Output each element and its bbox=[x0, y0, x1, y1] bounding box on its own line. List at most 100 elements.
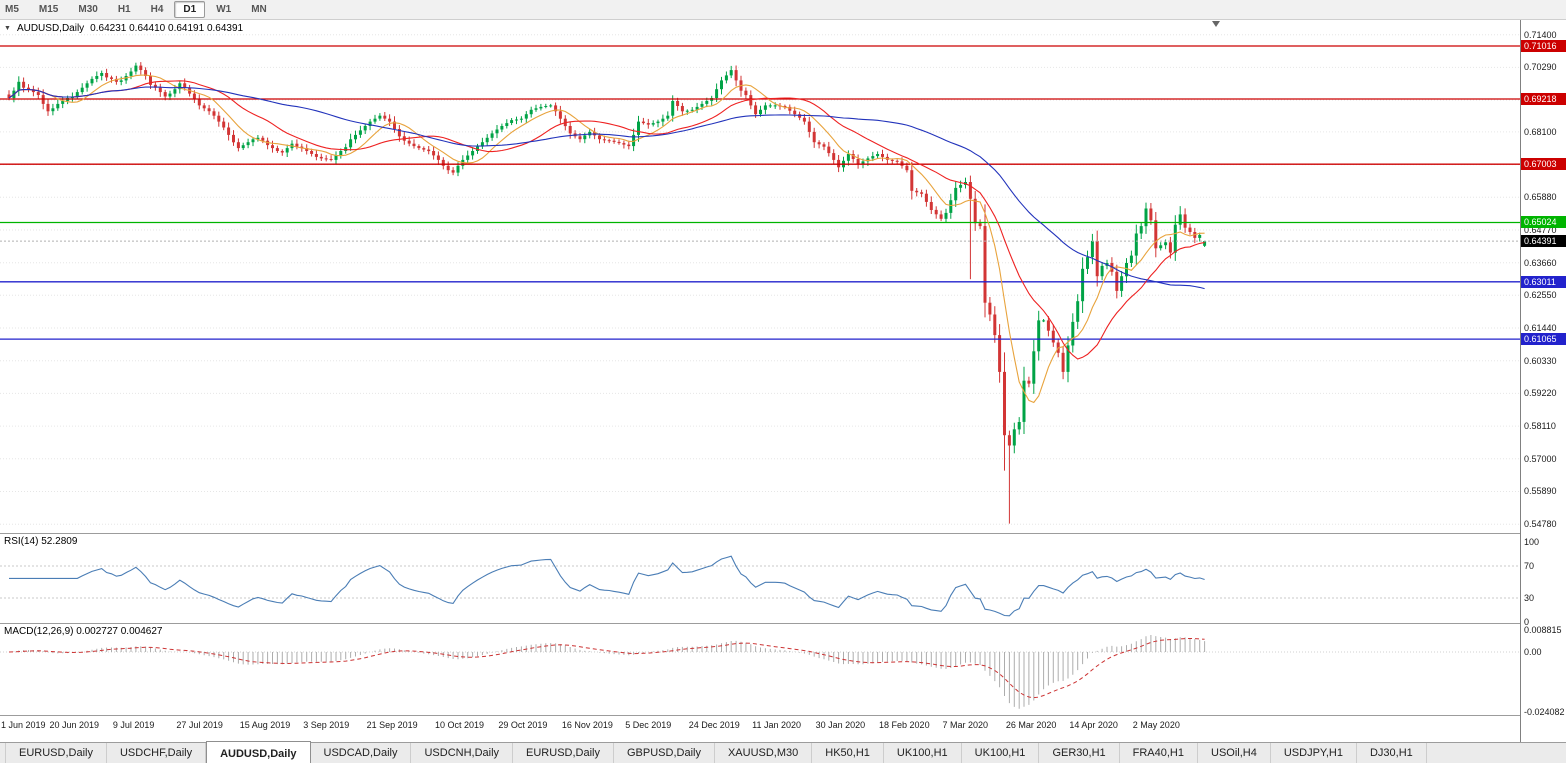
current-price-label: 0.64391 bbox=[1521, 235, 1566, 248]
chart-tab-uk100-h1[interactable]: UK100,H1 bbox=[884, 743, 962, 763]
price-level-label: 0.69218 bbox=[1521, 92, 1566, 105]
x-axis-label: 9 Jul 2019 bbox=[112, 720, 155, 730]
rsi-indicator-pane[interactable]: RSI(14) 52.2809 bbox=[0, 534, 1520, 623]
macd-histogram bbox=[13, 635, 1206, 709]
moving-average-20 bbox=[8, 80, 1205, 360]
y-axis-label: 0.70290 bbox=[1524, 62, 1557, 73]
y-axis-label: 0.63660 bbox=[1524, 257, 1557, 268]
chart-tab-audusd-daily[interactable]: AUDUSD,Daily bbox=[206, 741, 311, 763]
x-axis-label: 5 Dec 2019 bbox=[625, 720, 672, 730]
chart-tab-eurusd-daily[interactable]: EURUSD,Daily bbox=[513, 743, 614, 763]
rsi-line bbox=[9, 555, 1205, 617]
macd-canvas[interactable] bbox=[0, 624, 1520, 715]
timeframe-button-mn[interactable]: MN bbox=[251, 4, 267, 15]
rsi-axis-label: 70 bbox=[1524, 561, 1535, 571]
chart-ohlc-values: 0.64231 0.64410 0.64191 0.64391 bbox=[90, 23, 244, 34]
chart-tab-dj30-h1[interactable]: DJ30,H1 bbox=[1357, 743, 1427, 763]
chart-tab-usdjpy-h1[interactable]: USDJPY,H1 bbox=[1271, 743, 1357, 763]
macd-signal-line bbox=[8, 637, 1205, 699]
y-axis-label: 0.65880 bbox=[1524, 192, 1557, 203]
x-axis-label: 16 Nov 2019 bbox=[561, 720, 613, 730]
rsi-axis-label: 0 bbox=[1524, 617, 1530, 627]
rsi-axis-label: 30 bbox=[1524, 593, 1535, 603]
price-chart-pane[interactable]: ▼ AUDUSD,Daily 0.64231 0.64410 0.64191 0… bbox=[0, 20, 1520, 533]
chart-shift-marker[interactable] bbox=[1212, 21, 1220, 27]
pane-separator[interactable] bbox=[0, 533, 1566, 534]
x-axis-label: 21 Sep 2019 bbox=[366, 720, 418, 730]
main-chart-canvas[interactable] bbox=[0, 20, 1520, 533]
x-axis-label: 1 Jun 2019 bbox=[1, 720, 46, 730]
chart-tab-usoil-h4[interactable]: USOil,H4 bbox=[1198, 743, 1271, 763]
axis-separator bbox=[0, 715, 1566, 716]
macd-axis-label: 0.008815 bbox=[1524, 625, 1562, 635]
candlestick-series bbox=[7, 62, 1207, 524]
x-axis-label: 24 Dec 2019 bbox=[688, 720, 740, 730]
x-axis-label: 3 Sep 2019 bbox=[303, 720, 350, 730]
pane-separator[interactable] bbox=[0, 623, 1566, 624]
y-axis-label: 0.55890 bbox=[1524, 486, 1557, 497]
y-axis-label: 0.58110 bbox=[1524, 421, 1556, 432]
price-level-label: 0.61065 bbox=[1521, 333, 1566, 346]
x-axis-label: 27 Jul 2019 bbox=[176, 720, 223, 730]
timeframe-button-m30[interactable]: M30 bbox=[78, 4, 98, 15]
price-level-label: 0.63011 bbox=[1521, 275, 1566, 288]
chart-tab-eurusd-daily[interactable]: EURUSD,Daily bbox=[5, 743, 107, 763]
y-axis-label: 0.68100 bbox=[1524, 126, 1557, 137]
timeframe-button-d1[interactable]: D1 bbox=[174, 1, 206, 18]
macd-indicator-pane[interactable]: MACD(12,26,9) 0.002727 0.004627 bbox=[0, 624, 1520, 715]
chart-tab-usdcnh-daily[interactable]: USDCNH,Daily bbox=[411, 743, 514, 763]
chart-symbol-period: AUDUSD,Daily bbox=[16, 23, 85, 34]
price-level-label: 0.67003 bbox=[1521, 158, 1566, 171]
timeframe-button-h1[interactable]: H1 bbox=[117, 4, 131, 15]
rsi-label: RSI(14) 52.2809 bbox=[4, 536, 78, 547]
x-axis-label: 18 Feb 2020 bbox=[879, 720, 930, 730]
y-axis-label: 0.59220 bbox=[1524, 388, 1557, 399]
chart-tab-uk100-h1[interactable]: UK100,H1 bbox=[962, 743, 1040, 763]
x-axis-label: 29 Oct 2019 bbox=[498, 720, 548, 730]
chart-tabs-bar: EURUSD,Daily USDCHF,Daily AUDUSD,Daily USDC… bbox=[0, 741, 1566, 763]
timeframe-button-m15[interactable]: M15 bbox=[38, 4, 59, 15]
chart-tab-xauusd-m30[interactable]: XAUUSD,M30 bbox=[715, 743, 813, 763]
x-axis-label: 11 Jan 2020 bbox=[752, 720, 802, 730]
chart-title: ▼ AUDUSD,Daily 0.64231 0.64410 0.64191 0… bbox=[4, 23, 243, 34]
price-axis: 0.71400 0.70290 0.68100 0.65880 0.64770 0.636… bbox=[1520, 20, 1566, 742]
moving-average-8 bbox=[8, 74, 1205, 404]
x-axis-label: 7 Mar 2020 bbox=[942, 720, 988, 730]
timeframe-button-m5[interactable]: M5 bbox=[5, 4, 19, 15]
chart-tab-hk50-h1[interactable]: HK50,H1 bbox=[812, 743, 884, 763]
chart-tab-fra40-h1[interactable]: FRA40,H1 bbox=[1120, 743, 1198, 763]
timeframe-button-w1[interactable]: W1 bbox=[216, 4, 232, 15]
y-axis-label: 0.61440 bbox=[1524, 323, 1557, 334]
x-axis-label: 2 May 2020 bbox=[1132, 720, 1180, 730]
moving-average-50 bbox=[8, 86, 1205, 290]
chart-collapse-icon[interactable]: ▼ bbox=[4, 25, 11, 32]
chart-tab-usdchf-daily[interactable]: USDCHF,Daily bbox=[107, 743, 207, 763]
y-axis-label: 0.71400 bbox=[1524, 29, 1557, 40]
x-axis-label: 15 Aug 2019 bbox=[239, 720, 291, 730]
macd-label: MACD(12,26,9) 0.002727 0.004627 bbox=[4, 626, 163, 637]
macd-axis-label: 0.00 bbox=[1524, 646, 1542, 657]
y-axis-label: 0.60330 bbox=[1524, 355, 1557, 366]
price-level-label: 0.71016 bbox=[1521, 40, 1566, 53]
x-axis-label: 30 Jan 2020 bbox=[815, 720, 866, 730]
x-axis-label: 26 Mar 2020 bbox=[1005, 720, 1057, 730]
x-axis-label: 20 Jun 2019 bbox=[49, 720, 99, 730]
y-axis-label: 0.57000 bbox=[1524, 453, 1557, 464]
x-axis-label: 10 Oct 2019 bbox=[434, 720, 484, 730]
chart-tab-ger30-h1[interactable]: GER30,H1 bbox=[1039, 743, 1120, 763]
y-axis-label: 0.54780 bbox=[1524, 519, 1557, 530]
rsi-axis-label: 100 bbox=[1524, 537, 1540, 547]
macd-axis-label: -0.024082 bbox=[1524, 707, 1565, 717]
timeframe-button-h4[interactable]: H4 bbox=[150, 4, 164, 15]
rsi-canvas[interactable] bbox=[0, 534, 1520, 623]
chart-region: ▼ AUDUSD,Daily 0.64231 0.64410 0.64191 0… bbox=[0, 20, 1566, 742]
y-axis-label: 0.64770 bbox=[1524, 224, 1557, 235]
x-axis-label: 14 Apr 2020 bbox=[1069, 720, 1118, 730]
timeframe-toolbar: M5 M15 M30 H1 H4 D1 W1 MN bbox=[0, 0, 1566, 20]
y-axis-label: 0.62550 bbox=[1524, 290, 1557, 301]
price-level-label: 0.65024 bbox=[1521, 216, 1566, 229]
chart-tab-gbpusd-daily[interactable]: GBPUSD,Daily bbox=[614, 743, 715, 763]
chart-tab-usdcad-daily[interactable]: USDCAD,Daily bbox=[311, 743, 412, 763]
time-axis: 1 Jun 2019 20 Jun 2019 9 Jul 2019 27 Jul 20… bbox=[0, 716, 1520, 742]
